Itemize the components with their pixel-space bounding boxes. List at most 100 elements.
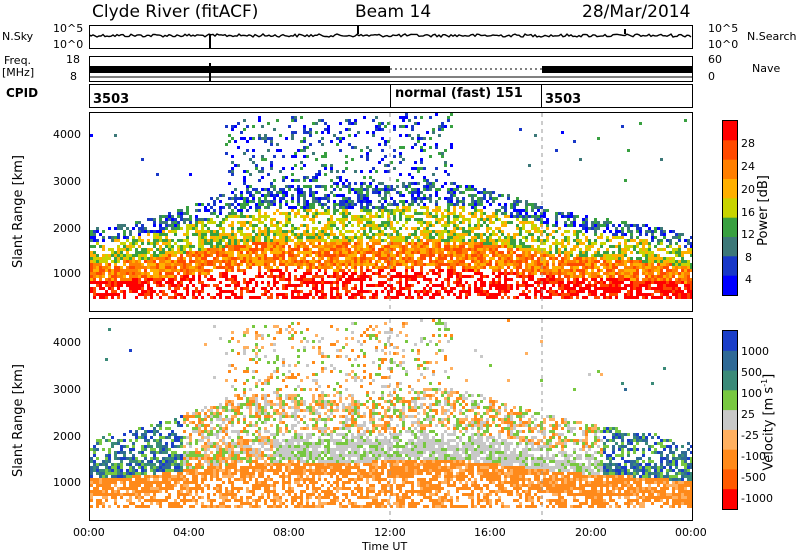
echo-cell — [312, 179, 315, 182]
echo-cell — [450, 194, 453, 197]
echo-cell — [516, 215, 519, 218]
echo-cell — [339, 260, 342, 263]
echo-cell — [654, 245, 657, 248]
echo-cell — [456, 248, 459, 251]
echo-cell — [525, 275, 528, 278]
echo-cell — [153, 218, 156, 221]
echo-cell — [240, 209, 243, 212]
echo-cell — [603, 293, 606, 296]
echo-cell — [537, 245, 540, 248]
echo-cell — [624, 269, 627, 272]
echo-cell — [630, 290, 633, 293]
echo-cell — [438, 134, 441, 137]
echo-cell — [546, 281, 549, 284]
echo-cell — [387, 290, 390, 293]
echo-cell — [444, 239, 447, 242]
echo-cell — [150, 278, 153, 281]
echo-cell — [288, 218, 291, 221]
echo-cell — [450, 203, 453, 206]
echo-cell — [99, 469, 102, 472]
echo-cell — [366, 131, 369, 134]
echo-cell — [120, 266, 123, 269]
echo-cell — [357, 230, 360, 233]
echo-cell — [366, 212, 369, 215]
echo-cell — [126, 269, 129, 272]
echo-cell — [366, 251, 369, 254]
echo-cell — [237, 269, 240, 272]
echo-cell — [549, 290, 552, 293]
echo-cell — [252, 125, 255, 128]
echo-cell — [153, 221, 156, 224]
echo-cell — [354, 266, 357, 269]
echo-cell — [651, 278, 654, 281]
echo-cell — [285, 215, 288, 218]
echo-cell — [378, 188, 381, 191]
echo-cell — [591, 278, 594, 281]
echo-cell — [540, 230, 543, 233]
echo-cell — [435, 179, 438, 182]
echo-cell — [168, 248, 171, 251]
echo-cell — [168, 269, 171, 272]
echo-cell — [129, 257, 132, 260]
echo-cell — [447, 203, 450, 206]
echo-cell — [456, 224, 459, 227]
echo-cell — [411, 251, 414, 254]
echo-cell — [381, 212, 384, 215]
echo-cell — [522, 221, 525, 224]
echo-cell — [156, 236, 159, 239]
echo-cell — [468, 194, 471, 197]
echo-cell — [468, 185, 471, 188]
echo-cell — [420, 242, 423, 245]
echo-cell — [219, 233, 222, 236]
echo-cell — [378, 254, 381, 257]
echo-cell — [525, 254, 528, 257]
echo-cell — [177, 287, 180, 290]
echo-cell — [372, 227, 375, 230]
echo-cell — [207, 278, 210, 281]
echo-cell — [180, 239, 183, 242]
echo-cell — [216, 257, 219, 260]
echo-cell — [237, 164, 240, 167]
echo-cell — [93, 493, 96, 496]
echo-cell — [342, 263, 345, 266]
echo-cell — [357, 260, 360, 263]
echo-cell — [291, 233, 294, 236]
echo-cell — [567, 212, 570, 215]
echo-cell — [420, 257, 423, 260]
echo-cell — [276, 242, 279, 245]
echo-cell — [354, 296, 357, 299]
echo-cell — [552, 293, 555, 296]
echo-cell — [630, 296, 633, 299]
echo-cell — [624, 251, 627, 254]
echo-cell — [270, 269, 273, 272]
echo-cell — [273, 233, 276, 236]
echo-cell — [630, 224, 633, 227]
echo-cell — [321, 230, 324, 233]
colorbar-segment — [723, 159, 737, 180]
echo-cell — [513, 239, 516, 242]
echo-cell — [222, 248, 225, 251]
echo-cell — [183, 257, 186, 260]
echo-cell — [420, 224, 423, 227]
echo-cell — [255, 239, 258, 242]
echo-cell — [378, 194, 381, 197]
echo-cell — [429, 200, 432, 203]
echo-cell — [462, 215, 465, 218]
echo-cell — [141, 266, 144, 269]
echo-cell — [411, 296, 414, 299]
echo-cell — [444, 230, 447, 233]
echo-cell — [267, 275, 270, 278]
echo-cell — [588, 293, 591, 296]
echo-cell — [162, 257, 165, 260]
echo-cell — [471, 242, 474, 245]
echo-cell — [135, 287, 138, 290]
echo-cell — [99, 502, 102, 505]
nsky-tick-bottom: 10^0 — [53, 38, 84, 51]
echo-cell — [411, 200, 414, 203]
echo-cell — [186, 272, 189, 275]
echo-cell — [126, 490, 129, 493]
echo-cell — [279, 260, 282, 263]
echo-cell — [252, 290, 255, 293]
echo-cell — [546, 296, 549, 299]
echo-cell — [459, 185, 462, 188]
